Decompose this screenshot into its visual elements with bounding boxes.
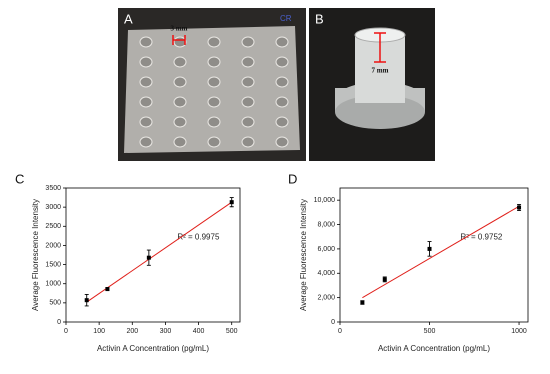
well: [241, 56, 255, 68]
y-tick-label: 3000: [45, 204, 61, 211]
x-tick-label: 0: [64, 328, 68, 335]
well: [207, 96, 221, 108]
well: [207, 136, 221, 148]
base-edge: [335, 95, 425, 129]
panel-label: B: [315, 11, 324, 26]
x-tick-label: 400: [193, 328, 205, 335]
well: [139, 36, 153, 48]
well: [275, 116, 289, 128]
scale-label: 3 mm: [171, 25, 188, 33]
fit-line: [362, 205, 520, 299]
data-point: [360, 300, 365, 305]
well: [139, 96, 153, 108]
well: [139, 116, 153, 128]
data-point: [146, 255, 151, 260]
well: [275, 36, 289, 48]
y-axis-title: Average Fluorescence Intensity: [31, 199, 40, 311]
well: [207, 36, 221, 48]
x-axis-title: Activin A Concentration (pg/mL): [378, 344, 490, 353]
plot-frame: [65, 187, 241, 323]
x-tick-label: 1000: [511, 328, 527, 335]
x-axis-title: Activin A Concentration (pg/mL): [97, 344, 209, 353]
x-tick-label: 100: [93, 328, 105, 335]
well: [173, 56, 187, 68]
photo-a: 3 mm A CR: [118, 8, 306, 161]
well: [275, 96, 289, 108]
well: [139, 56, 153, 68]
x-tick-label: 300: [160, 328, 172, 335]
y-tick-label: 2,000: [317, 294, 335, 301]
marker-text: CR: [280, 14, 292, 23]
x-tick-label: 500: [424, 328, 436, 335]
annotation: R² = 0.9752: [460, 233, 503, 242]
y-tick-label: 4,000: [317, 270, 335, 277]
x-tick-label: 500: [226, 328, 238, 335]
well: [139, 136, 153, 148]
data-point: [382, 277, 387, 282]
well: [275, 76, 289, 88]
y-tick-label: 2500: [45, 223, 61, 230]
scale-label: 7 mm: [372, 67, 389, 75]
data-point: [427, 246, 432, 251]
annotation: R² = 0.9975: [177, 233, 220, 242]
well: [241, 96, 255, 108]
y-tick-label: 6,000: [317, 246, 335, 253]
x-tick-label: 0: [338, 328, 342, 335]
well: [241, 76, 255, 88]
panel-label: C: [15, 171, 24, 186]
y-tick-label: 3500: [45, 185, 61, 192]
plot-frame: [339, 187, 529, 323]
well: [173, 76, 187, 88]
well: [173, 96, 187, 108]
well: [173, 116, 187, 128]
well: [241, 116, 255, 128]
photo-b: 7 mm B: [309, 8, 435, 161]
well: [207, 56, 221, 68]
y-tick-label: 8,000: [317, 221, 335, 228]
well: [241, 136, 255, 148]
panel-label: A: [124, 11, 133, 26]
y-tick-label: 0: [57, 319, 61, 326]
wells: [139, 36, 289, 148]
plate: [124, 26, 300, 153]
well: [173, 36, 187, 48]
y-axis-title: Average Fluorescence Intensity: [299, 199, 308, 311]
y-tick-label: 1000: [45, 281, 61, 288]
y-tick-label: 1500: [45, 261, 61, 268]
well: [275, 56, 289, 68]
y-tick-label: 2000: [45, 242, 61, 249]
well: [173, 136, 187, 148]
well: [207, 76, 221, 88]
data-point: [229, 200, 234, 205]
y-tick-label: 500: [49, 300, 61, 307]
data-point: [105, 287, 110, 292]
well: [139, 76, 153, 88]
fit-line: [86, 201, 232, 303]
well: [241, 36, 255, 48]
well: [207, 116, 221, 128]
y-tick-label: 0: [331, 319, 335, 326]
x-tick-label: 200: [126, 328, 138, 335]
well: [275, 136, 289, 148]
y-tick-label: 10,000: [314, 197, 336, 204]
panel-label: D: [288, 171, 297, 186]
data-point: [84, 298, 89, 303]
data-point: [517, 205, 522, 210]
